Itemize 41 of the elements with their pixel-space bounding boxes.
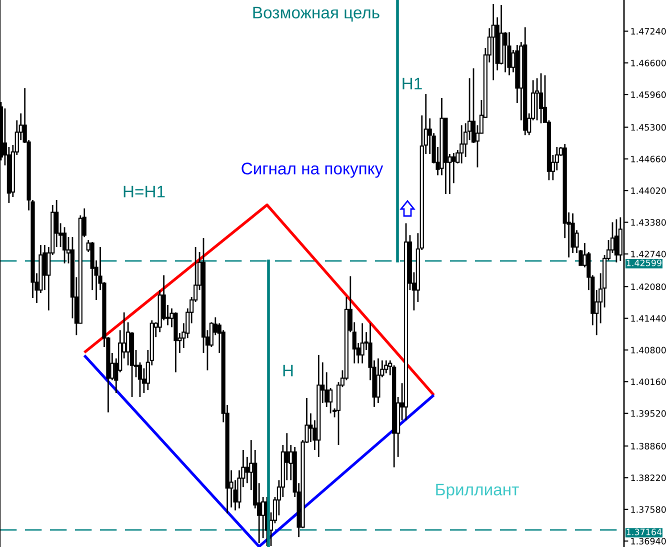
annotation: Возможная цель [253, 6, 380, 22]
y-tick-label: 1.40800 [631, 346, 666, 354]
ref-line-label: 1.37164 [626, 528, 662, 536]
annotation: H [283, 364, 293, 376]
candlestick [376, 358, 380, 404]
y-tick-label: 1.39520 [631, 410, 666, 417]
y-tick-label: 1.47240 [631, 28, 666, 35]
annotation: H1 [402, 78, 422, 90]
y-tick-label: 1.45960 [631, 91, 666, 98]
candlestick [491, 3, 496, 81]
ref-line-label: 1.42599 [626, 260, 662, 266]
candlestick [42, 244, 47, 291]
annotation: Бриллиант [436, 484, 519, 499]
candlestick [328, 387, 333, 414]
candlestick [384, 360, 388, 374]
y-tick-label: 1.40160 [631, 378, 666, 386]
y-tick-label: 1.44660 [631, 156, 666, 162]
candlestick [614, 218, 618, 264]
y-tick-label: 1.38860 [631, 442, 666, 450]
y-tick-label: 1.42080 [631, 283, 666, 290]
y-tick-label: 1.43380 [631, 219, 666, 226]
candlestick [245, 456, 250, 484]
candlestick [507, 31, 512, 76]
y-tick-label: 1.45300 [631, 124, 666, 131]
candlestick [570, 212, 575, 254]
y-tick-label: 1.37580 [631, 506, 666, 513]
y-tick-label: 1.44020 [631, 187, 666, 194]
candlestick [460, 124, 464, 164]
y-tick-label: 1.41440 [631, 315, 666, 322]
annotation: Сигнал на покупку [242, 162, 384, 178]
y-tick-label: 1.42740 [631, 250, 666, 258]
y-tick-label: 1.38220 [631, 474, 666, 482]
candlestick [538, 72, 544, 124]
y-tick-label: 1.46600 [631, 60, 666, 66]
candlestick [62, 226, 67, 264]
candlestick [452, 152, 456, 184]
candlestick [360, 322, 364, 364]
candlestick [534, 78, 540, 121]
y-tick-label: 1.36940 [631, 538, 666, 545]
annotation: H=H1 [124, 186, 165, 198]
candlestick [503, 31, 508, 73]
